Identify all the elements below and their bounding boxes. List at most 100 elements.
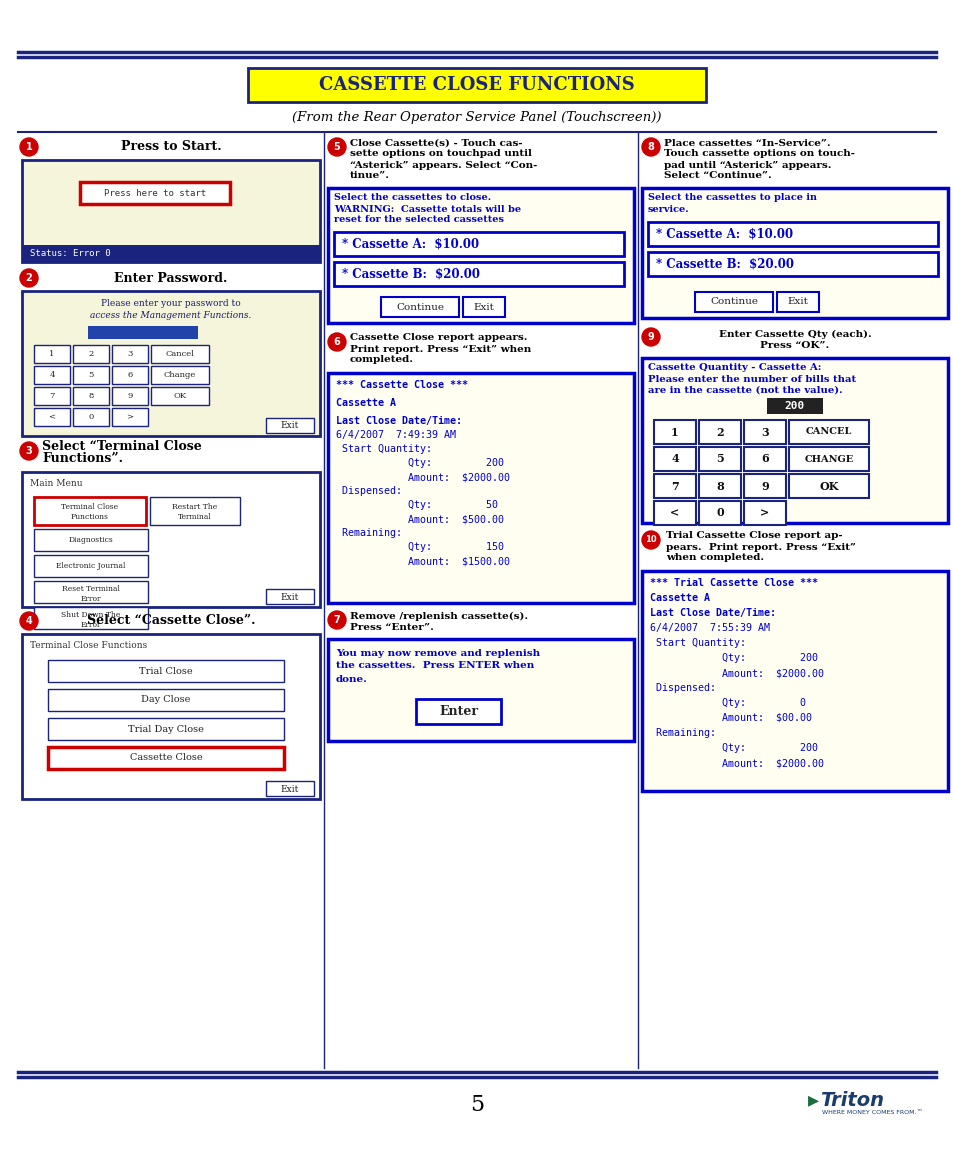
- Text: Status: Error 0: Status: Error 0: [30, 249, 111, 258]
- Bar: [248, 68, 705, 102]
- Bar: [328, 188, 634, 323]
- Text: 7: 7: [50, 392, 54, 400]
- Circle shape: [328, 138, 346, 156]
- Text: 200: 200: [784, 401, 804, 411]
- Circle shape: [641, 328, 659, 347]
- Bar: [647, 252, 937, 276]
- Text: pears.  Print report. Press “Exit”: pears. Print report. Press “Exit”: [665, 542, 855, 552]
- Text: * Cassette A:  $10.00: * Cassette A: $10.00: [656, 227, 792, 241]
- Text: Continue: Continue: [709, 298, 758, 306]
- Text: Continue: Continue: [395, 302, 443, 312]
- Bar: [654, 501, 696, 525]
- Bar: [112, 387, 148, 404]
- Bar: [788, 420, 868, 444]
- Bar: [328, 373, 634, 603]
- Bar: [699, 447, 740, 471]
- Bar: [641, 188, 947, 318]
- Text: 9: 9: [647, 331, 654, 342]
- Bar: [34, 607, 148, 629]
- Bar: [34, 408, 70, 427]
- Text: 8: 8: [647, 143, 654, 152]
- Circle shape: [641, 531, 659, 549]
- Text: 3: 3: [760, 427, 768, 437]
- Bar: [743, 447, 785, 471]
- Text: Start Quantity:: Start Quantity:: [649, 637, 745, 648]
- Bar: [48, 659, 284, 681]
- Text: tinue”.: tinue”.: [350, 172, 390, 181]
- Text: 3: 3: [26, 446, 32, 455]
- Text: 4: 4: [50, 371, 54, 379]
- Text: Error: Error: [81, 621, 101, 629]
- Text: Select the cassettes to close.: Select the cassettes to close.: [334, 194, 491, 203]
- Text: 6: 6: [334, 337, 340, 347]
- Bar: [776, 292, 818, 312]
- Text: WARNING:  Cassette totals will be: WARNING: Cassette totals will be: [334, 204, 520, 213]
- Bar: [34, 529, 148, 551]
- Text: Touch cassette options on touch-: Touch cassette options on touch-: [663, 150, 854, 159]
- Text: 1: 1: [50, 350, 54, 358]
- Bar: [328, 639, 634, 741]
- Text: Qty:         0: Qty: 0: [649, 698, 805, 708]
- Text: Trial Close: Trial Close: [139, 666, 193, 676]
- Text: Amount:  $2000.00: Amount: $2000.00: [335, 472, 510, 482]
- Text: Amount:  $1500.00: Amount: $1500.00: [335, 556, 510, 566]
- Circle shape: [20, 269, 38, 287]
- Bar: [151, 387, 209, 404]
- Bar: [150, 497, 240, 525]
- Text: when completed.: when completed.: [665, 554, 763, 562]
- Text: WHERE MONEY COMES FROM.™: WHERE MONEY COMES FROM.™: [821, 1110, 922, 1115]
- Bar: [743, 501, 785, 525]
- Text: Exit: Exit: [280, 785, 299, 794]
- Text: * Cassette B:  $20.00: * Cassette B: $20.00: [656, 257, 793, 270]
- Bar: [48, 717, 284, 739]
- Bar: [22, 245, 319, 262]
- Text: Qty:         200: Qty: 200: [649, 653, 817, 663]
- Text: Close Cassette(s) - Touch cas-: Close Cassette(s) - Touch cas-: [350, 138, 522, 147]
- Bar: [151, 345, 209, 363]
- Text: Exit: Exit: [473, 302, 494, 312]
- Text: Trial Day Close: Trial Day Close: [128, 724, 204, 734]
- Text: “Asterick” appears. Select “Con-: “Asterick” appears. Select “Con-: [350, 160, 537, 169]
- Text: service.: service.: [647, 204, 689, 213]
- Text: Day Close: Day Close: [141, 695, 191, 705]
- Bar: [151, 366, 209, 384]
- Text: 2: 2: [89, 350, 93, 358]
- Text: Terminal Close: Terminal Close: [61, 503, 118, 511]
- Bar: [34, 555, 148, 577]
- Bar: [334, 262, 623, 286]
- Text: done.: done.: [335, 675, 368, 684]
- Text: Amount:  $500.00: Amount: $500.00: [335, 513, 503, 524]
- Text: Main Menu: Main Menu: [30, 479, 83, 488]
- Text: Qty:         200: Qty: 200: [649, 743, 817, 753]
- Bar: [699, 420, 740, 444]
- Bar: [34, 581, 148, 603]
- Text: the cassettes.  Press ENTER when: the cassettes. Press ENTER when: [335, 662, 534, 671]
- Bar: [334, 232, 623, 256]
- Text: Enter Cassette Qty (each).: Enter Cassette Qty (each).: [718, 329, 870, 338]
- Text: Amount:  $2000.00: Amount: $2000.00: [649, 668, 823, 678]
- Text: 5: 5: [334, 143, 340, 152]
- Text: 9: 9: [760, 481, 768, 491]
- Text: 2: 2: [716, 427, 723, 437]
- Text: <: <: [49, 413, 55, 421]
- Bar: [112, 345, 148, 363]
- Bar: [34, 366, 70, 384]
- Text: Cancel: Cancel: [166, 350, 194, 358]
- Bar: [112, 408, 148, 427]
- Text: ▸: ▸: [807, 1089, 819, 1110]
- Text: 6: 6: [128, 371, 132, 379]
- Text: Last Close Date/Time:: Last Close Date/Time:: [649, 608, 775, 618]
- Text: Remaining:: Remaining:: [335, 529, 401, 538]
- Circle shape: [328, 333, 346, 351]
- Text: * Cassette B:  $20.00: * Cassette B: $20.00: [341, 268, 479, 280]
- Text: 8: 8: [716, 481, 723, 491]
- Text: Select the cassettes to place in: Select the cassettes to place in: [647, 194, 816, 203]
- Text: Please enter the number of bills that: Please enter the number of bills that: [647, 374, 855, 384]
- Bar: [73, 345, 109, 363]
- Bar: [654, 447, 696, 471]
- Text: <: <: [670, 508, 679, 518]
- Bar: [266, 589, 314, 604]
- Text: 9: 9: [127, 392, 132, 400]
- Text: Cassette Close report appears.: Cassette Close report appears.: [350, 334, 527, 343]
- Text: pad until “Asterick” appears.: pad until “Asterick” appears.: [663, 160, 831, 169]
